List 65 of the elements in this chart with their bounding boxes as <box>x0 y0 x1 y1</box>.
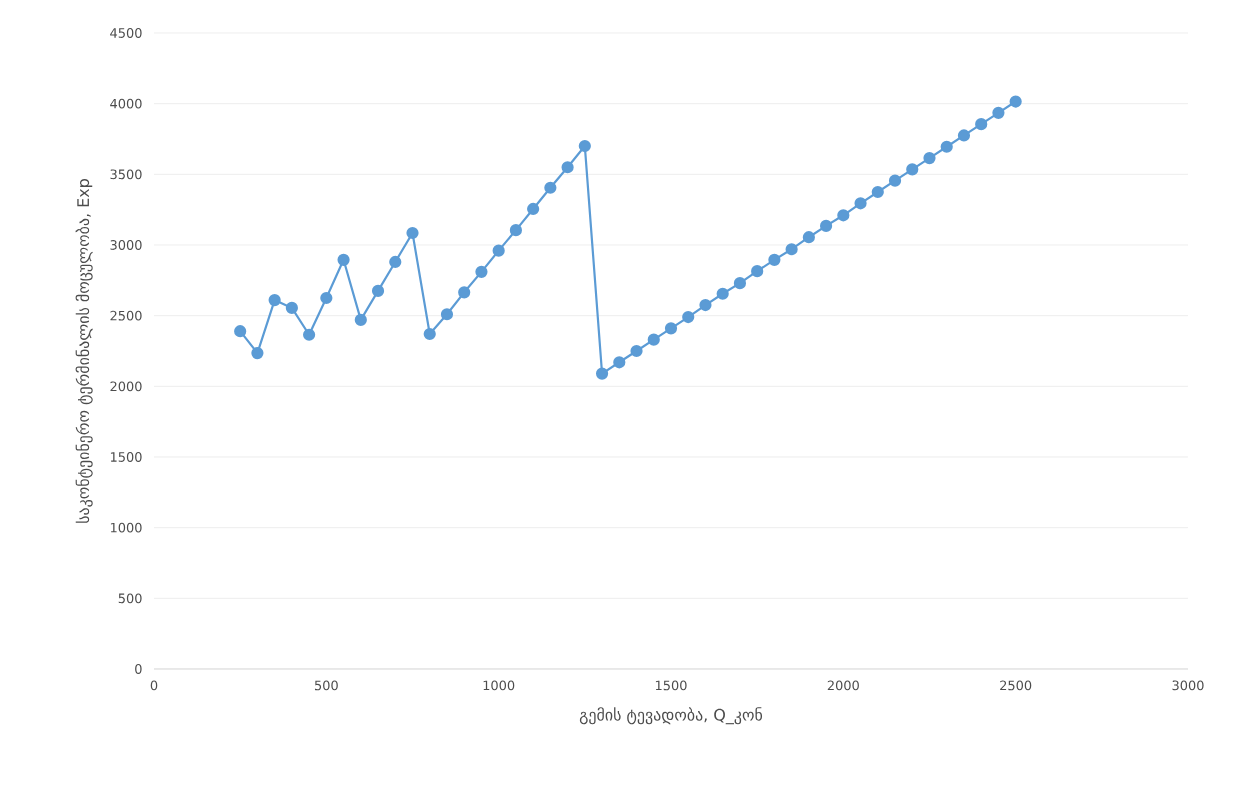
x-tick-label: 1500 <box>655 680 687 691</box>
point <box>630 344 643 358</box>
point <box>1009 95 1022 108</box>
y-tick-label: 500 <box>118 593 142 604</box>
point <box>664 322 678 335</box>
point <box>802 231 815 244</box>
point <box>940 140 953 153</box>
point <box>768 253 781 266</box>
point <box>268 294 281 307</box>
point <box>906 163 919 176</box>
x-tick-label: 2000 <box>827 680 859 691</box>
x-tick-label: 1000 <box>483 680 515 691</box>
point <box>578 139 591 153</box>
point <box>837 209 850 222</box>
point <box>975 118 988 131</box>
point <box>285 301 298 314</box>
point <box>595 367 609 380</box>
point <box>406 226 419 240</box>
y-tick-label: 3500 <box>110 169 142 180</box>
point <box>458 286 471 299</box>
point <box>389 255 402 269</box>
point <box>733 277 747 290</box>
point <box>682 310 695 324</box>
y-tick-label: 3000 <box>110 240 142 250</box>
point <box>234 325 247 338</box>
point <box>992 106 1005 119</box>
y-tick-label: 4000 <box>110 98 142 109</box>
point <box>423 327 436 341</box>
point <box>957 129 971 142</box>
point <box>699 298 712 312</box>
y-tick-label: 2500 <box>110 310 142 321</box>
y-tick-label: 2000 <box>110 381 142 392</box>
point <box>320 291 333 305</box>
point <box>544 181 557 194</box>
point <box>354 313 367 326</box>
point <box>527 202 540 216</box>
point <box>647 333 660 346</box>
x-tick-label: 2500 <box>1000 680 1032 691</box>
point <box>716 287 729 300</box>
y-tick-label: 0 <box>135 664 142 674</box>
y-axis-title: საკონტეინერო ტერმინალის მოცულობა, Exp <box>75 179 93 523</box>
point <box>871 185 884 199</box>
point <box>509 224 522 237</box>
point <box>923 151 936 165</box>
point <box>475 265 488 278</box>
point <box>371 284 385 298</box>
x-tick-label: 500 <box>314 680 338 691</box>
point <box>561 161 574 174</box>
point <box>854 197 867 210</box>
x-axis-title: გემის ტევადობა, Q_კონ <box>579 707 763 725</box>
y-tick-label: 1500 <box>110 452 142 462</box>
point <box>492 244 505 257</box>
point <box>785 243 798 256</box>
point <box>440 308 454 321</box>
point <box>337 253 350 266</box>
point <box>251 347 264 360</box>
point <box>751 265 764 278</box>
point <box>303 328 316 341</box>
y-tick-label: 4500 <box>110 28 142 38</box>
x-tick-label: 3000 <box>1172 680 1204 691</box>
point <box>819 219 833 232</box>
x-tick-label: 0 <box>150 680 158 691</box>
point <box>613 356 626 369</box>
point <box>888 174 902 187</box>
y-tick-label: 1000 <box>110 522 142 533</box>
